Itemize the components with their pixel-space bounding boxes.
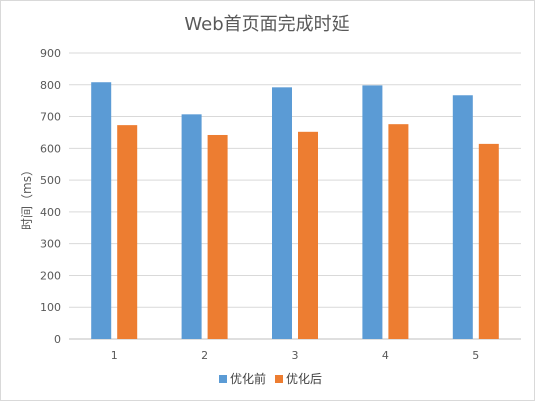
y-tick-label: 800	[40, 79, 61, 92]
y-tick-label: 0	[54, 333, 61, 346]
legend: 优化前 优化后	[219, 371, 322, 386]
y-tick-label: 600	[40, 142, 61, 155]
bar-after-2	[207, 134, 228, 339]
legend-label: 优化后	[286, 372, 322, 386]
x-tick-label: 3	[292, 349, 299, 362]
y-axis-label: 时间（ms）	[20, 164, 34, 230]
bar-after-4	[388, 124, 409, 339]
legend-swatch-before	[219, 375, 227, 383]
y-tick-label: 900	[40, 47, 61, 60]
x-axis-ticks: 1 2 3 4 5	[111, 349, 480, 362]
y-axis-ticks: 0 100 200 300 400 500 600 700 800 900	[40, 47, 61, 346]
gridlines	[69, 52, 521, 340]
y-tick-label: 100	[40, 301, 61, 314]
y-tick-label: 200	[40, 269, 61, 282]
bar-before-1	[91, 82, 112, 339]
y-tick-label: 700	[40, 111, 61, 124]
bar-after-5	[478, 143, 499, 339]
bar-before-4	[362, 85, 383, 339]
bar-before-5	[452, 95, 473, 340]
chart-title: Web首页面完成时延	[184, 14, 349, 35]
bars	[91, 82, 499, 340]
x-tick-label: 1	[111, 349, 118, 362]
y-tick-label: 300	[40, 238, 61, 251]
bar-after-3	[298, 131, 318, 339]
bar-before-2	[181, 114, 202, 339]
x-tick-label: 4	[382, 349, 389, 362]
y-tick-label: 500	[40, 174, 61, 187]
legend-label: 优化前	[230, 371, 266, 386]
bar-before-3	[272, 87, 292, 339]
x-tick-label: 5	[472, 349, 479, 362]
bar-after-1	[117, 125, 138, 339]
legend-swatch-after	[275, 375, 283, 383]
x-tick-label: 2	[201, 349, 208, 362]
y-tick-label: 400	[40, 206, 61, 219]
